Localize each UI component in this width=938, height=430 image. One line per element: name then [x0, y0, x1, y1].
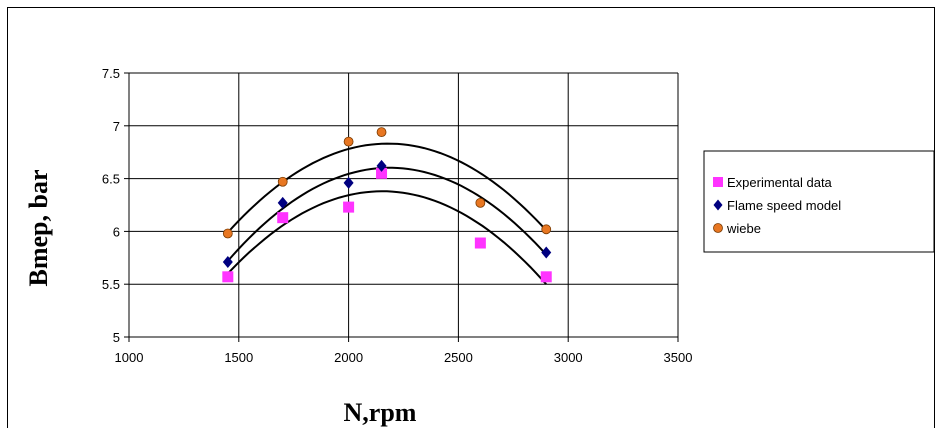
- data-point-square: [343, 201, 355, 213]
- legend-marker-diamond: [713, 199, 723, 211]
- grid-layer: [124, 72, 679, 342]
- data-point-circle: [541, 224, 552, 235]
- legend-label: Flame speed model: [727, 198, 841, 213]
- y-tick-label: 7.5: [102, 66, 120, 81]
- trendline: [227, 142, 547, 234]
- data-point-diamond: [277, 196, 288, 209]
- legend-label: Experimental data: [727, 175, 833, 190]
- trendline: [227, 166, 547, 262]
- legend-marker-square: [713, 177, 723, 187]
- x-tick-label: 2500: [444, 350, 473, 365]
- y-tick-label: 5.5: [102, 277, 120, 292]
- data-points: [222, 127, 552, 283]
- y-tick-label: 6.5: [102, 172, 120, 187]
- data-point-circle: [475, 197, 486, 208]
- data-point-diamond: [376, 159, 387, 172]
- legend-box: [703, 150, 935, 253]
- data-point-square: [222, 271, 234, 283]
- y-axis-title: Bmep, bar: [24, 170, 53, 287]
- trendline: [227, 190, 547, 285]
- x-tick-label: 3000: [554, 350, 583, 365]
- tick-labels: 5 5.5 6 6.5 7 7.5 1000 1500 2000 2500 3000 3500: [102, 66, 693, 365]
- legend-label: wiebe: [726, 221, 761, 236]
- data-point-square: [540, 271, 552, 283]
- data-point-circle: [343, 136, 354, 147]
- x-tick-label: 3500: [664, 350, 693, 365]
- data-point-diamond: [343, 176, 354, 189]
- y-tick-label: 5: [113, 330, 120, 345]
- data-point-square: [474, 237, 486, 249]
- x-tick-label: 1000: [115, 350, 144, 365]
- x-tick-label: 1500: [224, 350, 253, 365]
- data-point-diamond: [222, 256, 233, 269]
- data-point-circle: [222, 228, 233, 239]
- data-point-square: [277, 212, 289, 224]
- legend-marker-circle: [713, 223, 723, 233]
- data-point-diamond: [541, 246, 552, 259]
- y-tick-label: 7: [113, 119, 120, 134]
- x-axis-title: N,rpm: [344, 398, 417, 427]
- data-point-circle: [277, 176, 288, 187]
- y-tick-label: 6: [113, 224, 120, 239]
- x-tick-label: 2000: [334, 350, 363, 365]
- trendlines: [227, 142, 547, 285]
- data-point-circle: [376, 127, 387, 138]
- legend: Experimental data Flame speed model wiebe: [703, 150, 935, 253]
- data-point-square: [376, 167, 388, 179]
